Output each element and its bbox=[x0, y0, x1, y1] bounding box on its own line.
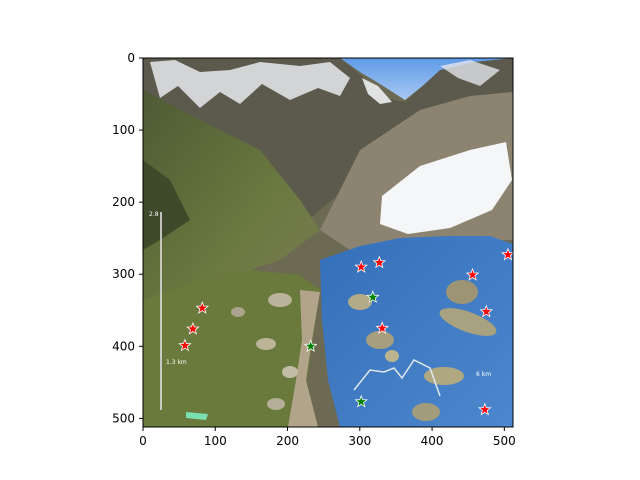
red-star-marker-7 bbox=[186, 321, 200, 335]
axes-frame bbox=[142, 57, 514, 428]
red-star-marker-5 bbox=[375, 321, 389, 335]
red-star-marker-2 bbox=[465, 267, 480, 281]
green-star-marker-0 bbox=[366, 290, 380, 304]
green-star-marker-1 bbox=[303, 339, 318, 353]
red-star-marker-9 bbox=[478, 402, 492, 416]
y-tick-label: 400 bbox=[112, 339, 135, 353]
x-tick-label: 300 bbox=[348, 434, 371, 448]
red-star-marker-1 bbox=[372, 255, 387, 269]
y-tick-label: 200 bbox=[112, 195, 135, 209]
x-tick-label: 500 bbox=[493, 434, 516, 448]
y-tick-label: 0 bbox=[127, 51, 135, 65]
distance-label-b: 1.3 km bbox=[166, 359, 187, 366]
y-axis: 0 100 200 300 400 500 bbox=[112, 51, 143, 425]
red-star-marker-6 bbox=[195, 300, 210, 314]
marker-layer bbox=[178, 247, 515, 416]
x-axis: 0 100 200 300 400 500 bbox=[139, 427, 516, 448]
red-star-marker-4 bbox=[479, 304, 494, 318]
x-tick-label: 0 bbox=[139, 434, 147, 448]
red-star-marker-8 bbox=[178, 338, 192, 352]
x-tick-label: 200 bbox=[276, 434, 299, 448]
red-star-marker-3 bbox=[501, 247, 515, 261]
y-tick-label: 100 bbox=[112, 123, 135, 137]
x-tick-label: 400 bbox=[421, 434, 444, 448]
scale-top-label: 2.8 bbox=[149, 211, 159, 218]
y-tick-label: 300 bbox=[112, 267, 135, 281]
y-tick-label: 500 bbox=[112, 411, 135, 425]
green-star-marker-2 bbox=[354, 394, 368, 408]
red-star-marker-0 bbox=[354, 259, 368, 273]
landscape-photo: 2.8 6 km 1.3 km bbox=[143, 58, 513, 427]
distance-label-a: 6 km bbox=[476, 371, 491, 378]
x-tick-label: 100 bbox=[204, 434, 227, 448]
